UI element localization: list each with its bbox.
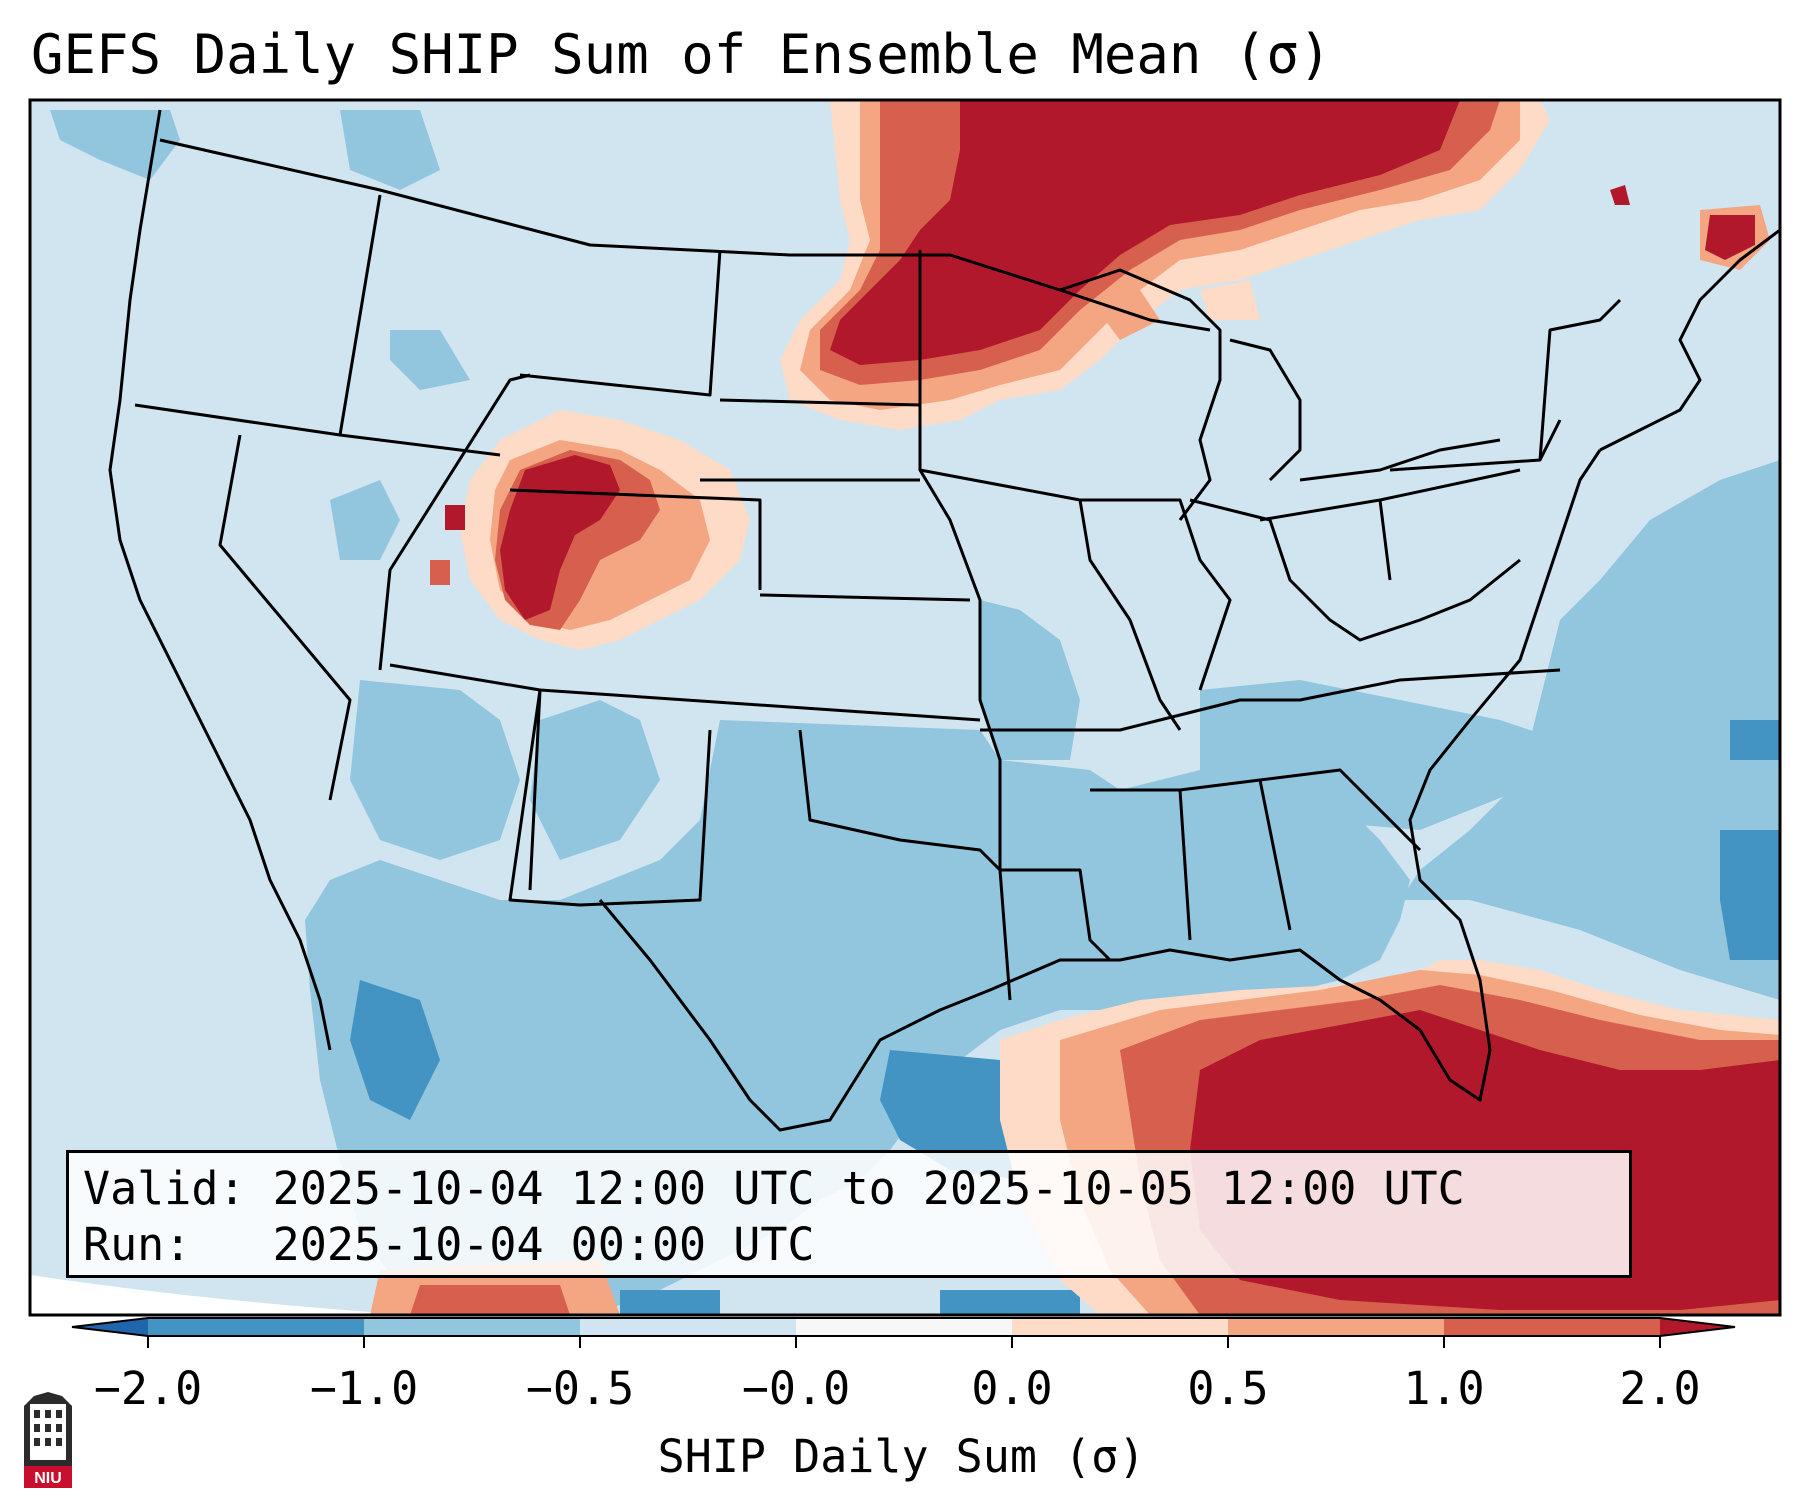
colorbar-tick-label: −0.5 [525,1362,635,1415]
colorbar-tick-label: −1.0 [309,1362,419,1415]
colorbar-bin [796,1318,1012,1336]
colorbar-bin [580,1318,796,1336]
north-warm-core [830,100,1460,365]
colorbar-tick-label: 0.5 [1187,1362,1269,1415]
colorbar-bin [1444,1318,1660,1336]
colorbar-tick-label: 0.0 [971,1362,1053,1415]
colorbar-label: SHIP Daily Sum (σ) [657,1430,1146,1483]
colorbar-bin [364,1318,580,1336]
colorbar-extend-low [72,1318,148,1336]
colorbar-tick-label: −2.0 [93,1362,203,1415]
valid-value: 2025-10-04 12:00 UTC to 2025-10-05 12:00… [272,1162,1465,1215]
state-boundaries [108,109,1780,1132]
valid-run-box: Valid: 2025-10-04 12:00 UTC to 2025-10-0… [66,1150,1632,1278]
valid-label: Valid: [83,1162,246,1215]
rockies-warm-core [500,455,620,620]
niu-logo: NIU [24,1392,72,1488]
colorbar-bin [1228,1318,1444,1336]
projection-edge-left [30,1275,414,1315]
atlantic-blue [1400,460,1780,1000]
colorbar-tick-label: 1.0 [1403,1362,1485,1415]
map-title: GEFS Daily SHIP Sum of Ensemble Mean (σ) [31,23,1332,86]
run-value: 2025-10-04 00:00 UTC [272,1218,815,1271]
map-frame [28,98,1782,1317]
colorbar-tick-label: −0.0 [741,1362,851,1415]
run-label: Run: [83,1218,192,1271]
logo-text: NIU [34,1470,62,1487]
colorbar-bin [1012,1318,1228,1336]
colorbar-extend-high [1660,1318,1735,1336]
colorbar-bin [148,1318,364,1336]
colorbar [71,1317,1736,1348]
colorbar-tick-label: 2.0 [1619,1362,1701,1415]
